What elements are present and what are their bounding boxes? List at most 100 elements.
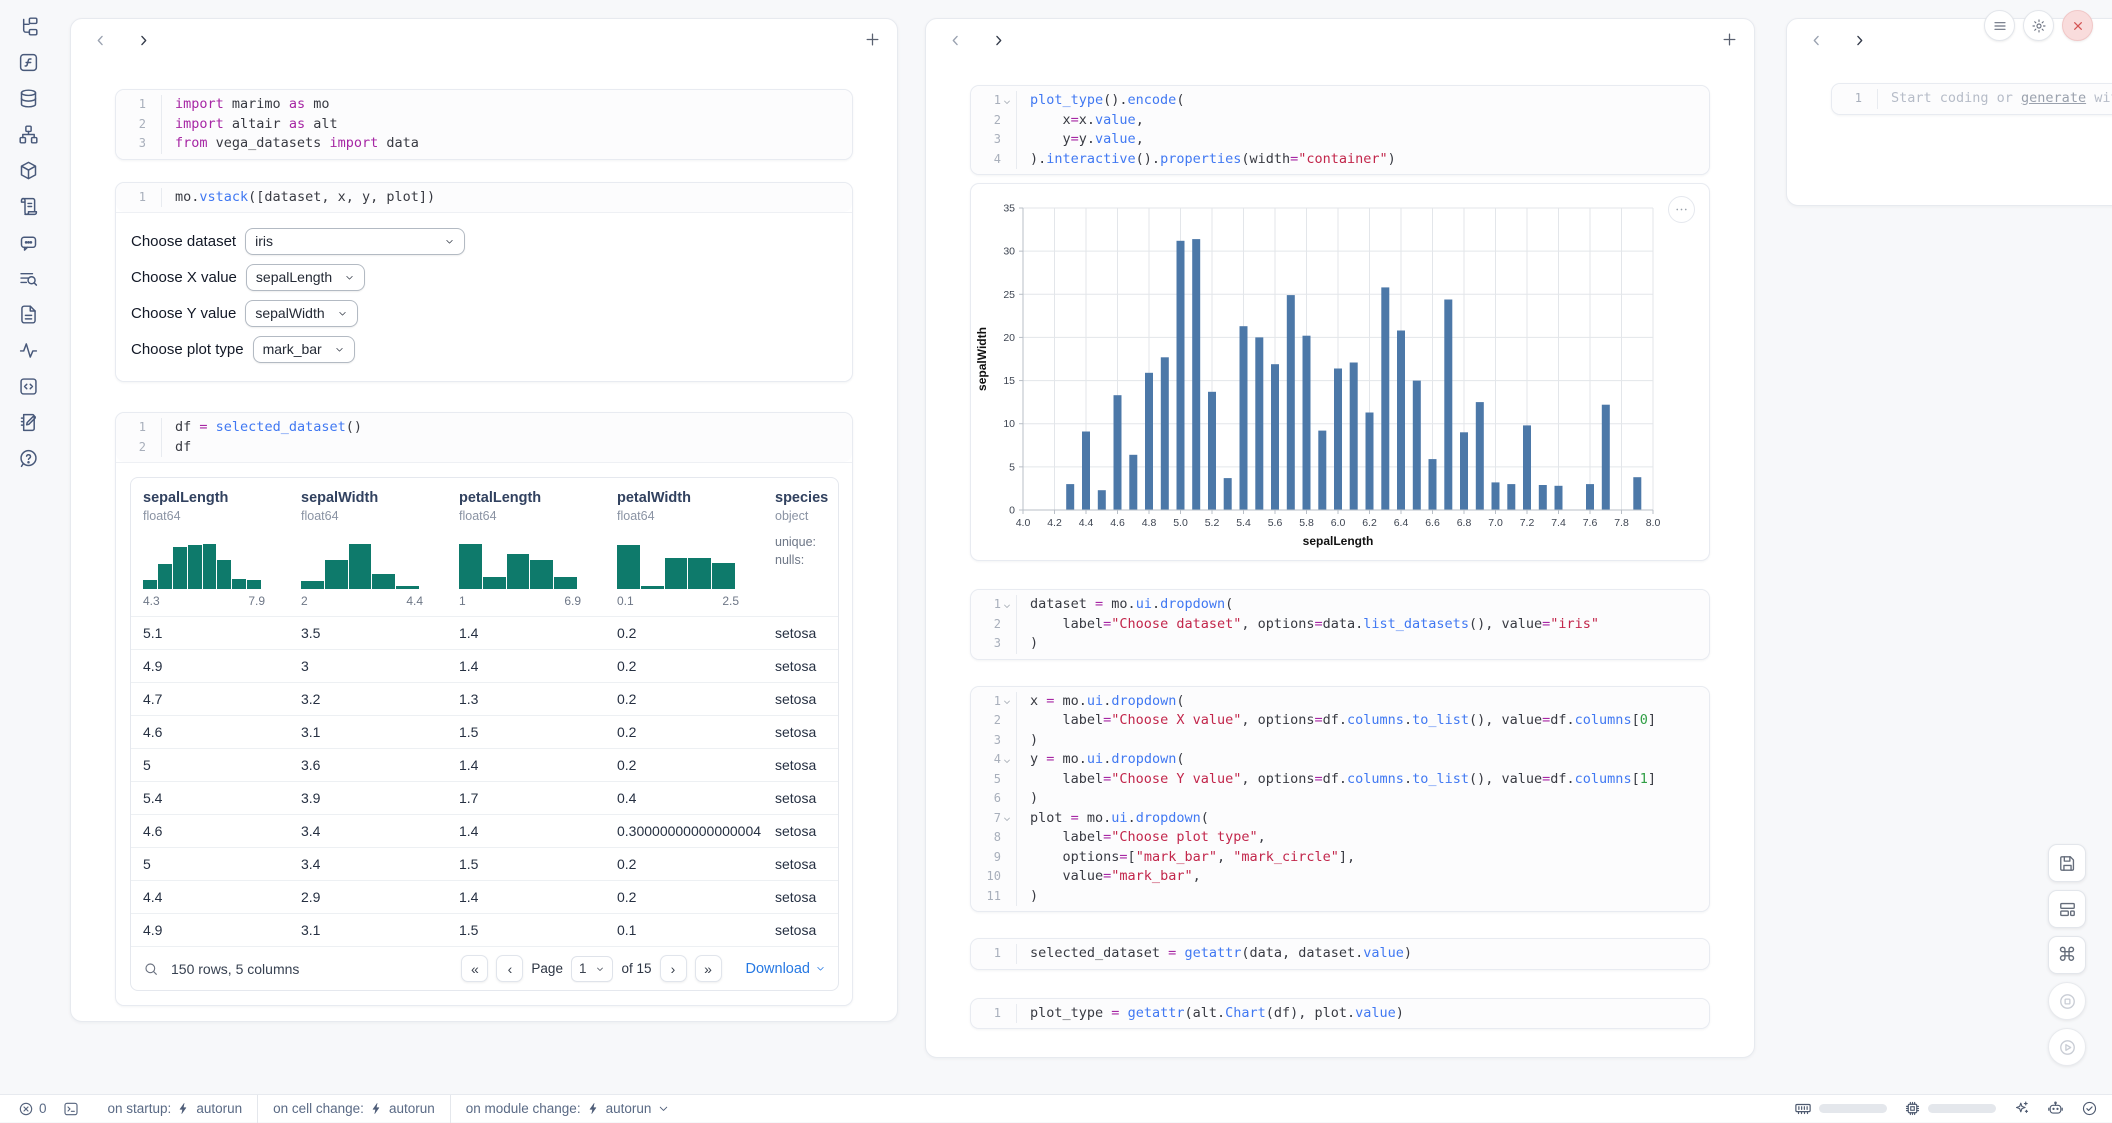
fold-chevron-icon[interactable]: [1002, 599, 1014, 611]
stop-button[interactable]: [2048, 982, 2086, 1020]
table-row[interactable]: 4.4 2.9 1.4 0.2 setosa: [131, 880, 838, 913]
command-palette-button[interactable]: ⌘: [2048, 936, 2086, 974]
code-line[interactable]: 4).interactive().properties(width="conta…: [971, 149, 1709, 169]
code-line[interactable]: 3): [971, 634, 1709, 654]
help-circle-icon[interactable]: [18, 448, 39, 469]
code-editor[interactable]: 1 df = selected_dataset() 2 df: [116, 413, 852, 462]
code-snippet-icon[interactable]: [18, 376, 39, 397]
chevron-left-icon[interactable]: [1809, 33, 1824, 48]
bar-chart[interactable]: 4.0 4.2 4.4 4.6 4.8 5.0 5.2 5.4 5.6 5.8 6.0 6.2 6.4 6…: [973, 186, 1709, 558]
layout-button[interactable]: [2048, 890, 2086, 928]
file-text-icon[interactable]: [18, 304, 39, 325]
code-line[interactable]: 1 import marimo as mo: [116, 95, 852, 115]
prev-page-button[interactable]: ‹: [496, 955, 524, 982]
package-icon[interactable]: [18, 160, 39, 181]
chart-output[interactable]: 4.0 4.2 4.4 4.6 4.8 5.0 5.2 5.4 5.6 5.8 6.0 6.2 6.4 6…: [970, 183, 1710, 561]
code-line[interactable]: 1 selected_dataset = getattr(data, datase…: [971, 944, 1709, 964]
chevron-right-icon[interactable]: [136, 33, 151, 48]
table-row[interactable]: 4.6 3.1 1.5 0.2 setosa: [131, 715, 838, 748]
fold-chevron-icon[interactable]: [1002, 695, 1014, 707]
last-page-button[interactable]: »: [694, 955, 722, 982]
choose-plot-type-dropdown[interactable]: mark_bar: [252, 335, 355, 363]
activity-icon[interactable]: [18, 340, 39, 361]
code-line[interactable]: 7 plot = mo.ui.dropdown(: [971, 808, 1709, 828]
add-cell-button[interactable]: [1721, 31, 1738, 48]
code-line[interactable]: 2 label="Choose X value", options=df.col…: [971, 711, 1709, 731]
table-row[interactable]: 4.9 3 1.4 0.2 setosa: [131, 649, 838, 682]
chevron-right-icon[interactable]: [991, 33, 1006, 48]
chevron-left-icon[interactable]: [93, 33, 108, 48]
ai-sparkles-button[interactable]: [2013, 1100, 2030, 1117]
code-line[interactable]: 8 label="Choose plot type",: [971, 828, 1709, 848]
code-line[interactable]: 3 y=y.value,: [971, 130, 1709, 150]
choose-dataset-dropdown[interactable]: iris: [245, 227, 466, 255]
code-line[interactable]: 10 value="mark_bar",: [971, 867, 1709, 887]
column-header-petalLength[interactable]: petalLength float64 1 6.9: [459, 490, 617, 608]
code-editor[interactable]: 1 plot_type().encode(2 x=x.value, 3 y=y.va…: [971, 86, 1709, 174]
table-row[interactable]: 5 3.6 1.4 0.2 setosa: [131, 748, 838, 781]
connection-status-button[interactable]: [2081, 1100, 2098, 1117]
code-editor[interactable]: 1 mo.vstack([dataset, x, y, plot]): [116, 182, 852, 212]
list-search-icon[interactable]: [18, 268, 39, 289]
run-mode-on-cell-change-[interactable]: on cell change: autorun: [257, 1094, 450, 1123]
code-editor[interactable]: 1 selected_dataset = getattr(data, datase…: [971, 939, 1709, 969]
choose-y-value-dropdown[interactable]: sepalWidth: [245, 299, 358, 327]
code-line[interactable]: 1 plot_type = getattr(alt.Chart(df), plot…: [971, 1003, 1709, 1023]
settings-gear-button[interactable]: [2023, 10, 2054, 41]
database-icon[interactable]: [18, 88, 39, 109]
file-tree-icon[interactable]: [18, 16, 39, 37]
code-editor[interactable]: 1 Start coding or generate with: [1832, 84, 2112, 114]
column-header-sepalLength[interactable]: sepalLength float64 4.3 7.9: [143, 490, 301, 608]
run-mode-on-module-change-[interactable]: on module change: autorun: [449, 1094, 686, 1123]
fold-chevron-icon[interactable]: [1002, 754, 1014, 766]
chart-menu-button[interactable]: [1668, 196, 1695, 223]
dependency-graph-icon[interactable]: [18, 124, 39, 145]
fold-chevron-icon[interactable]: [1002, 95, 1014, 107]
code-editor[interactable]: 1 import marimo as mo 2 import altair as al…: [116, 90, 852, 159]
code-line[interactable]: 1 dataset = mo.ui.dropdown(: [971, 595, 1709, 615]
terminal-button[interactable]: [55, 1101, 87, 1117]
scratchpad-icon[interactable]: [18, 412, 39, 433]
code-line[interactable]: 3): [971, 730, 1709, 750]
code-line[interactable]: 3 from vega_datasets import data: [116, 134, 852, 154]
code-line[interactable]: 2 label="Choose dataset", options=data.l…: [971, 614, 1709, 634]
error-indicator[interactable]: 0: [10, 1101, 55, 1117]
code-line[interactable]: 1 df = selected_dataset(): [116, 418, 852, 438]
code-editor[interactable]: 1 dataset = mo.ui.dropdown(2 label="Choos…: [971, 590, 1709, 659]
code-editor[interactable]: 1 plot_type = getattr(alt.Chart(df), plot…: [971, 998, 1709, 1028]
code-line[interactable]: 2 import altair as alt: [116, 114, 852, 134]
code-line[interactable]: 2 x=x.value,: [971, 110, 1709, 130]
chevron-left-icon[interactable]: [948, 33, 963, 48]
code-placeholder[interactable]: Start coding or generate with: [1891, 90, 2112, 106]
code-line[interactable]: 1 plot_type().encode(: [971, 91, 1709, 111]
choose-x-value-dropdown[interactable]: sepalLength: [245, 263, 366, 291]
code-line[interactable]: 9 options=["mark_bar", "mark_circle"],: [971, 847, 1709, 867]
first-page-button[interactable]: «: [461, 955, 489, 982]
next-page-button[interactable]: ›: [659, 955, 687, 982]
copilot-button[interactable]: [2047, 1100, 2064, 1117]
column-header-petalWidth[interactable]: petalWidth float64 0.1 2.5: [617, 490, 775, 608]
table-row[interactable]: 4.9 3.1 1.5 0.1 setosa: [131, 913, 838, 946]
table-row[interactable]: 5 3.4 1.5 0.2 setosa: [131, 847, 838, 880]
chevron-right-icon[interactable]: [1852, 33, 1867, 48]
add-cell-button[interactable]: [864, 31, 881, 48]
save-button[interactable]: [2048, 844, 2086, 882]
function-square-icon[interactable]: [18, 52, 39, 73]
table-row[interactable]: 4.7 3.2 1.3 0.2 setosa: [131, 682, 838, 715]
script-icon[interactable]: [18, 196, 39, 217]
fold-chevron-icon[interactable]: [1002, 812, 1014, 824]
table-row[interactable]: 4.6 3.4 1.4 0.30000000000000004 setosa: [131, 814, 838, 847]
generate-link[interactable]: generate: [2021, 90, 2087, 106]
code-line[interactable]: 2 df: [116, 437, 852, 457]
code-line[interactable]: 5 label="Choose Y value", options=df.col…: [971, 769, 1709, 789]
download-button[interactable]: Download: [746, 961, 827, 977]
page-select[interactable]: 1: [570, 955, 614, 982]
menu-button[interactable]: [1984, 10, 2015, 41]
column-header-species[interactable]: species object unique: nulls:: [775, 490, 838, 608]
search-icon[interactable]: [143, 961, 159, 977]
code-line[interactable]: 1 mo.vstack([dataset, x, y, plot]): [116, 187, 852, 207]
table-row[interactable]: 5.4 3.9 1.7 0.4 setosa: [131, 781, 838, 814]
